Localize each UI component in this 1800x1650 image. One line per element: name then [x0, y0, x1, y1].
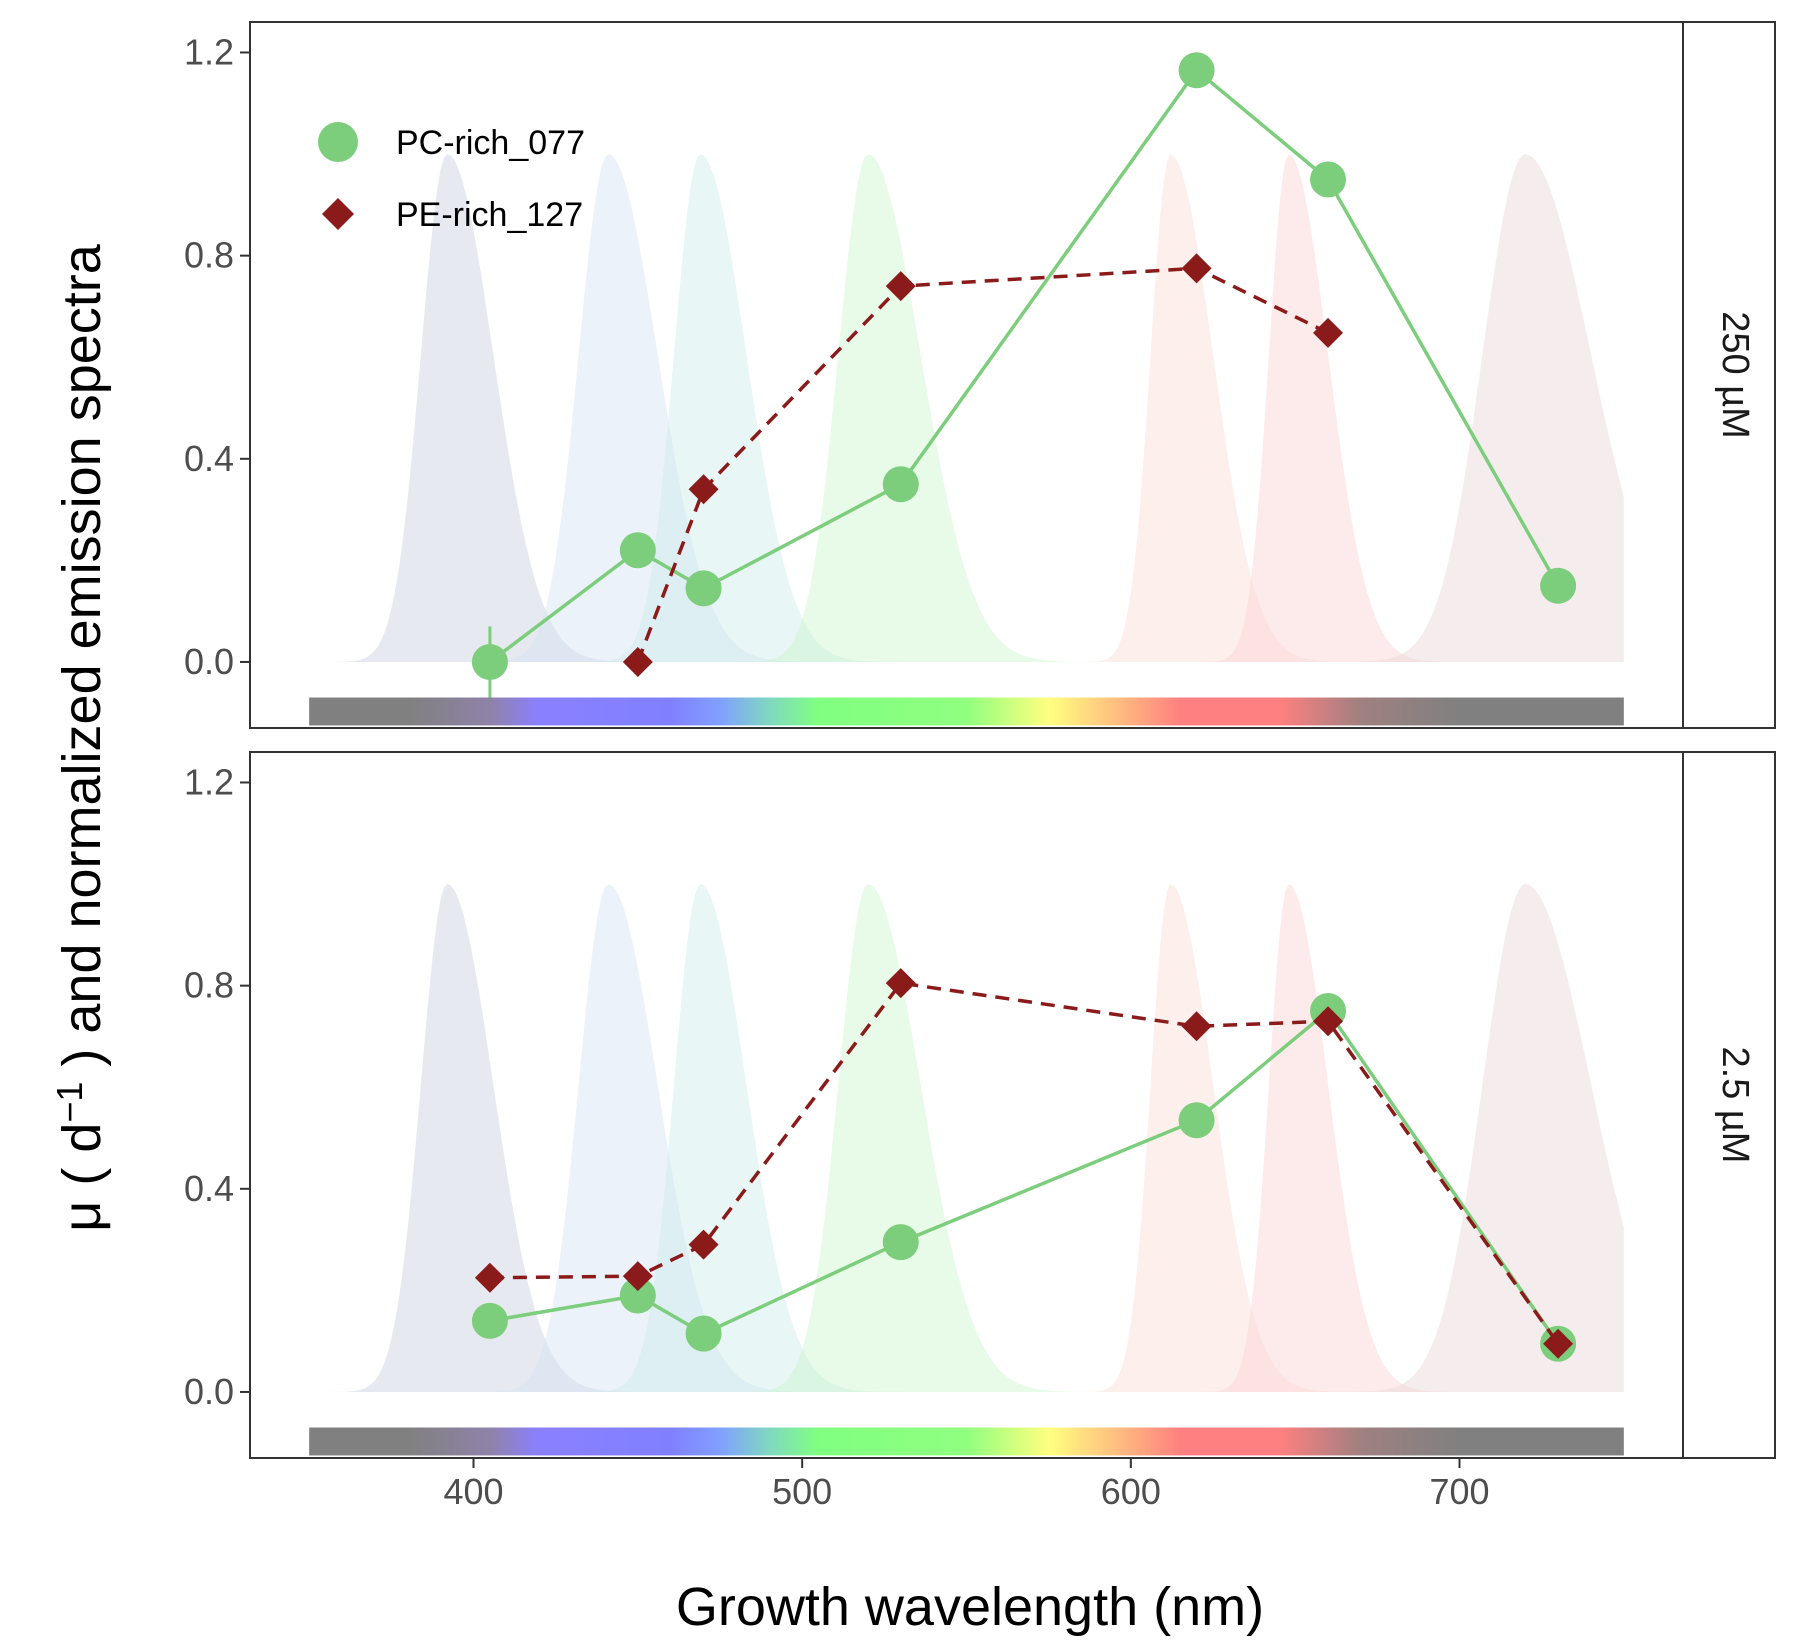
y-axis-title: μ ( d−1 ) and normalized emission spectr…: [49, 243, 112, 1232]
strip-box: [1682, 21, 1776, 729]
y-tick-label: 0.0: [184, 641, 234, 682]
data-point-PE-rich_127: [1181, 253, 1212, 284]
data-point-PE-rich_127: [1543, 1328, 1574, 1359]
y-tick-label: 0.4: [184, 1168, 234, 1209]
x-tick-label: 400: [443, 1471, 503, 1512]
spectrum-bar: [309, 697, 1624, 726]
data-point-PE-rich_127: [885, 968, 916, 999]
data-point-PE-rich_127: [1313, 317, 1344, 348]
emission-spectrum-720: [309, 154, 1624, 662]
spectrum-bar: [309, 1427, 1624, 1456]
data-point-PC-rich_077: [619, 1277, 656, 1314]
data-point-PC-rich_077: [1178, 1102, 1215, 1139]
data-point-PC-rich_077: [685, 1315, 722, 1352]
data-point-PE-rich_127: [688, 1229, 719, 1260]
data-point-PE-rich_127: [474, 1262, 505, 1293]
panel-2.5uM: 2.5 µM 0.0 0.4 0.8 1.2: [184, 751, 1776, 1459]
y-tick-label: 0.4: [184, 438, 234, 479]
y-axis-title-superscript: −1: [49, 1082, 90, 1123]
y-tick-label: 0.8: [184, 965, 234, 1006]
panel-250uM: 250 µM 0.0 0.4 0.8 1.2: [184, 21, 1776, 729]
strip-label: 250 µM: [1714, 311, 1756, 439]
x-axis: 400 500 600 700: [443, 1458, 1490, 1512]
data-point-PC-rich_077: [685, 570, 722, 607]
legend-marker-diamond: [322, 198, 354, 230]
x-axis-title: Growth wavelength (nm): [676, 1577, 1264, 1637]
data-point-PE-rich_127: [1181, 1011, 1212, 1042]
y-tick-label: 0.0: [184, 1371, 234, 1412]
y-tick-label: 1.2: [184, 31, 234, 72]
y-tick-label: 0.8: [184, 235, 234, 276]
emission-spectrum-392: [309, 884, 1624, 1392]
data-point-PC-rich_077: [1540, 567, 1577, 604]
data-point-PC-rich_077: [882, 1224, 919, 1261]
emission-spectrum-392: [309, 154, 1624, 662]
x-tick-label: 600: [1101, 1471, 1161, 1512]
x-tick-label: 700: [1429, 1471, 1489, 1512]
data-point-PC-rich_077: [1310, 161, 1347, 198]
emission-spectrum-648: [309, 884, 1624, 1392]
data-point-PE-rich_127: [688, 474, 719, 505]
legend-label: PC-rich_077: [396, 124, 585, 162]
legend: PC-rich_077 PE-rich_127: [318, 122, 585, 234]
y-axis-title-prefix: μ ( d: [52, 1123, 112, 1232]
data-point-PE-rich_127: [622, 646, 653, 677]
legend-marker-circle: [318, 122, 358, 162]
data-point-PE-rich_127: [885, 271, 916, 302]
data-point-PC-rich_077: [1178, 52, 1215, 89]
data-point-PE-rich_127: [622, 1261, 653, 1292]
data-point-PE-rich_127: [1313, 1006, 1344, 1037]
emission-spectrum-720: [309, 884, 1624, 1392]
emission-spectrum-648: [309, 154, 1624, 662]
data-point-PC-rich_077: [882, 466, 919, 503]
x-tick-label: 500: [772, 1471, 832, 1512]
data-point-PC-rich_077: [471, 643, 508, 680]
data-point-PC-rich_077: [471, 1302, 508, 1339]
legend-label: PE-rich_127: [396, 196, 583, 234]
data-point-PC-rich_077: [619, 532, 656, 569]
y-axis-title-suffix: ) and normalized emission spectra: [52, 243, 112, 1081]
y-tick-label: 1.2: [184, 761, 234, 802]
strip-label: 2.5 µM: [1714, 1047, 1756, 1164]
strip-box: [1682, 751, 1776, 1459]
